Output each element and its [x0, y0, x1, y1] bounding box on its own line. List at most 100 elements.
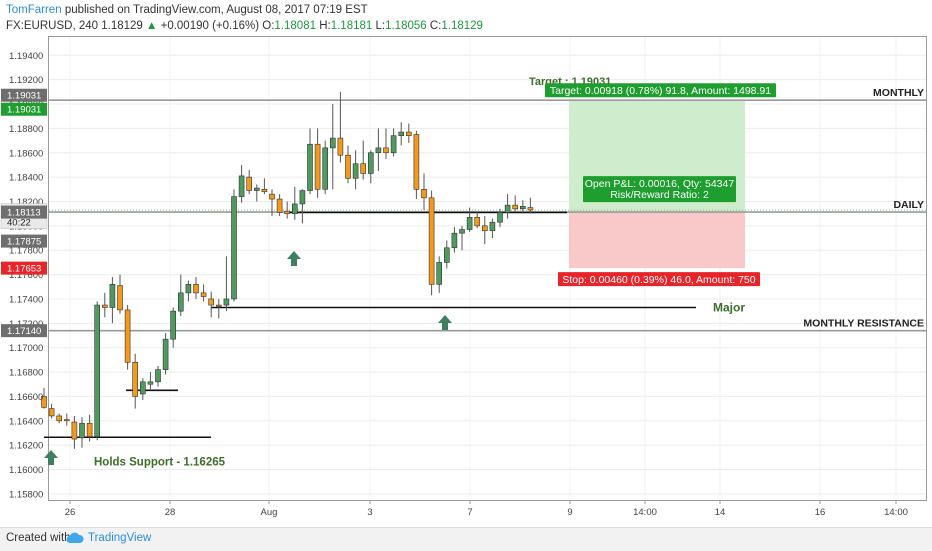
price-label-red: [1, 261, 47, 275]
plot-area[interactable]: [48, 36, 927, 501]
price-axis[interactable]: 1.15800 1.16000 1.16200 1.16400 1.16600 1.168…: [0, 51, 48, 501]
candle-body: [390, 135, 397, 154]
x-tick-label: 16: [815, 507, 826, 518]
price-label-text: 1.17875: [7, 237, 41, 248]
price-label-grey: [1, 88, 47, 102]
ohlc-line: FX:EURUSD, 240 1.18129 ▲ +0.00190 (+0.16…: [6, 20, 483, 32]
y-tick-label: 1.17400: [9, 294, 43, 305]
price-label-grey: [1, 234, 47, 248]
candle-body: [94, 304, 100, 437]
candle-body: [299, 190, 306, 205]
close-label: C:: [429, 20, 442, 32]
target-label-text: Target: 0.00918 (0.78%) 91.8, Amount: 14…: [550, 85, 771, 97]
level-label: MONTHLY RESISTANCE: [803, 318, 924, 330]
candle-body: [79, 422, 85, 439]
candle-body: [307, 143, 313, 191]
pnl-label: [583, 176, 736, 203]
candle-body: [481, 225, 488, 232]
candle-body: [314, 143, 321, 190]
candle-body: [291, 203, 298, 214]
price-label-grey: [1, 205, 47, 219]
candle-body: [246, 176, 252, 191]
candle-body: [352, 163, 359, 179]
y-tick-label: 1.18600: [9, 148, 43, 159]
candle-body: [276, 198, 283, 213]
candle-body: [185, 284, 192, 294]
candle-body: [451, 232, 458, 249]
candle-body: [64, 419, 70, 422]
price-label-text: 1.19031: [7, 105, 41, 116]
y-tick-label: 1.19200: [9, 75, 43, 86]
candle-body: [124, 309, 131, 363]
open-label: O:: [262, 20, 275, 32]
candle-body: [383, 147, 389, 154]
publish-info: published on TradingView.com, August 08,…: [64, 4, 368, 16]
y-tick-label: 1.17000: [9, 343, 43, 354]
up-arrow-icon: ▲: [146, 20, 158, 32]
x-tick-label: 14: [715, 507, 726, 518]
chart-header: TomFarren published on TradingView.com, …: [0, 0, 932, 36]
close-value: 1.18129: [441, 20, 483, 32]
price-change: +0.00190 (+0.16%): [160, 20, 260, 32]
candle-body: [443, 247, 450, 263]
time-axis[interactable]: 26 28 Aug 3 7 9 14:00 14 16 14:00: [65, 500, 908, 518]
level-label: MONTHLY: [873, 87, 924, 99]
symbol-label: FX:EURUSD, 240: [6, 20, 99, 32]
price-label-text: 1.17140: [7, 326, 41, 337]
candle-body: [360, 163, 367, 174]
candle-body: [474, 217, 481, 227]
candle-body: [140, 381, 146, 395]
candle-body: [284, 210, 291, 214]
candle-body: [162, 338, 169, 370]
y-tick-label: 1.18800: [9, 124, 43, 135]
candle-body: [109, 284, 116, 308]
y-tick-label: 1.16400: [9, 416, 43, 427]
candle-body: [421, 189, 427, 199]
x-tick-label: 28: [165, 507, 176, 518]
last-price: 1.18129: [101, 20, 143, 32]
candle-body: [497, 212, 503, 223]
candle-body: [261, 189, 268, 193]
candle-body: [345, 154, 351, 179]
candle-body: [466, 217, 473, 230]
price-label-text: 40:22: [7, 218, 31, 229]
chart-frame[interactable]: MONTHLY DAILY MONTHLY RESISTANCE Major Hold…: [0, 36, 932, 527]
y-tick-label: 1.18200: [9, 197, 43, 208]
stop-zone: [569, 212, 745, 269]
tradingview-cloud-icon[interactable]: [66, 531, 84, 548]
candle-body: [41, 396, 47, 408]
candle-body: [56, 415, 63, 422]
x-tick-label: 26: [65, 507, 76, 518]
pnl-label-text: Risk/Reward Ratio: 2: [610, 189, 709, 201]
stop-label: [558, 272, 760, 287]
candle-body: [405, 131, 412, 136]
candle-body: [231, 196, 237, 300]
candle-body: [102, 304, 108, 308]
candle-body: [147, 381, 154, 385]
candle-body: [200, 292, 207, 297]
x-tick-label: Aug: [261, 507, 278, 518]
price-chart[interactable]: MONTHLY DAILY MONTHLY RESISTANCE Major Hold…: [0, 36, 932, 527]
candle-body: [504, 204, 511, 213]
level-label: DAILY: [893, 199, 924, 211]
candle-body: [208, 298, 214, 306]
y-tick-label: 1.19400: [9, 51, 43, 62]
candle-body: [269, 193, 275, 200]
author-link[interactable]: TomFarren: [6, 4, 62, 16]
y-tick-label: 1.16600: [9, 392, 43, 403]
created-with-text: Created with: [6, 532, 71, 544]
low-label: L:: [375, 20, 386, 32]
candle-body: [329, 137, 336, 149]
y-tick-label: 1.16800: [9, 368, 43, 379]
candle-body: [254, 187, 260, 191]
open-value: 1.18081: [274, 20, 316, 32]
price-label-grey: [1, 324, 47, 338]
candle-body: [155, 369, 161, 383]
price-label-text: 1.18113: [7, 208, 41, 219]
grid-lines: [49, 37, 926, 500]
tradingview-brand[interactable]: TradingView: [88, 532, 152, 544]
x-tick-label: 14:00: [633, 507, 657, 518]
candle-body: [86, 422, 93, 437]
candle-body: [337, 137, 344, 156]
